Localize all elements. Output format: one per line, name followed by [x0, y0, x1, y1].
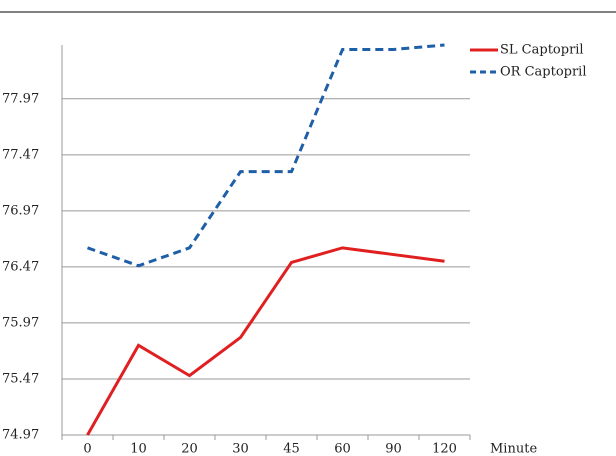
x-tick-label: 45: [283, 442, 300, 456]
legend-label: SL Captopril: [500, 43, 584, 58]
y-tick-label: 77.47: [2, 147, 39, 162]
y-tick-label: 76.47: [2, 259, 39, 274]
x-axis-label: Minute: [490, 442, 537, 456]
y-tick-label: 74.97: [2, 428, 39, 443]
x-tick-label: 0: [83, 442, 91, 456]
x-tick-label: 120: [432, 442, 457, 456]
x-tick-label: 20: [181, 442, 198, 456]
x-tick-label: 60: [334, 442, 351, 456]
x-tick-label: 90: [385, 442, 402, 456]
y-tick-label: 77.97: [2, 91, 39, 106]
series-line: [87, 43, 445, 268]
series-line: [86, 246, 445, 436]
legend-label: OR Captopril: [500, 65, 587, 80]
y-tick-label: 75.97: [2, 315, 39, 330]
y-tick-label: 76.97: [2, 203, 39, 218]
y-tick-label: 75.47: [2, 371, 39, 386]
x-tick-label: 10: [130, 442, 147, 456]
x-tick-label: 30: [232, 442, 249, 456]
